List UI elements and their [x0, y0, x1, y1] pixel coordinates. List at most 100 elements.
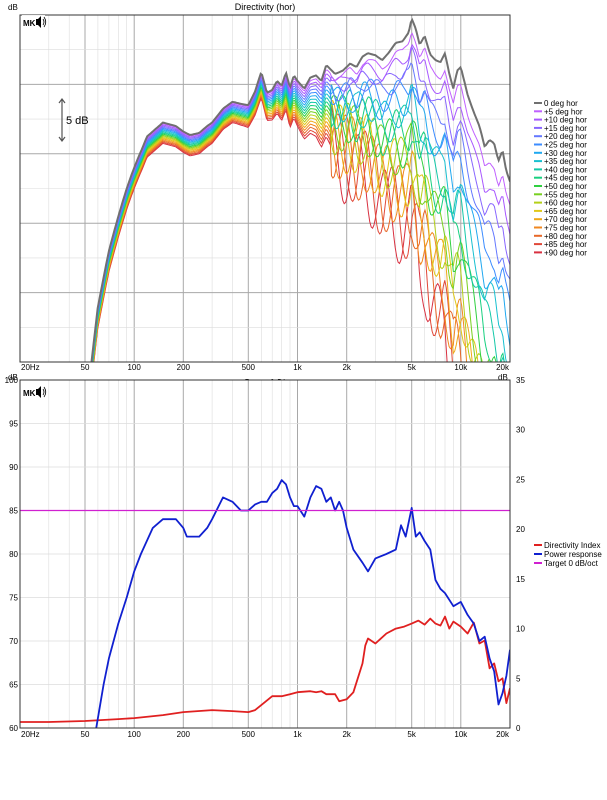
legend-entry: 0 deg hor: [544, 99, 578, 108]
series-line-directivity-index: [20, 615, 510, 723]
series-line--90-deg-hor: [93, 98, 448, 362]
legend-entry: +45 deg hor: [544, 174, 587, 183]
series-line--30-deg-hor: [91, 81, 510, 362]
series-line--25-deg-hor: [91, 78, 510, 362]
series-line-power-response: [95, 479, 510, 728]
sound-wave-icon: [42, 386, 47, 398]
legend-entry: +40 deg hor: [544, 165, 587, 174]
x-tick-label: 200: [177, 363, 191, 372]
series-line--40-deg-hor: [92, 84, 505, 362]
legend-entry: +60 deg hor: [544, 199, 587, 208]
power-di-chart: Power & DI dB dB MK 60657075808590951000…: [5, 373, 603, 739]
legend-entry: +35 deg hor: [544, 157, 587, 166]
y-right-tick-label: 15: [516, 575, 525, 584]
scale-marker-label: 5 dB: [66, 115, 89, 127]
sound-wave-icon: [42, 16, 47, 28]
chart-title: Directivity (hor): [235, 2, 296, 12]
x-tick-label: 100: [127, 363, 141, 372]
series-line--15-deg-hor: [91, 46, 510, 362]
legend-entry: +75 deg hor: [544, 224, 587, 233]
legend-entry: +30 deg hor: [544, 149, 587, 158]
legend-entry: Target 0 dB/oct: [544, 559, 599, 568]
x-tick-label: 10k: [454, 730, 468, 739]
right-unit-label: dB: [498, 373, 508, 382]
double-arrow-icon: [58, 98, 66, 142]
watermark-logo: MK: [22, 15, 47, 29]
y-left-tick-label: 100: [5, 376, 19, 385]
x-tick-label: 100: [127, 730, 141, 739]
x-axis-ticks: 20Hz 50 100 200 500 1k 2k 5k 10k 20k: [21, 363, 510, 372]
series-line--10-deg-hor: [91, 43, 510, 362]
series-line--85-deg-hor: [93, 96, 453, 362]
y-left-tick-label: 75: [9, 594, 18, 603]
y-right-tick-label: 25: [516, 475, 525, 484]
x-tick-label: 50: [81, 363, 90, 372]
y-right-tick-label: 30: [516, 426, 525, 435]
y-unit-label: dB: [8, 3, 18, 12]
x-tick-label: 2k: [342, 730, 351, 739]
series-line--70-deg-hor: [92, 92, 473, 362]
x-tick-label: 2k: [342, 363, 351, 372]
legend-entry: +90 deg hor: [544, 248, 587, 257]
legend-entry: Power response: [544, 550, 602, 559]
curve-layer: [20, 479, 510, 728]
legend-entry: +50 deg hor: [544, 182, 587, 191]
x-tick-label: 5k: [407, 363, 416, 372]
scale-marker: 5 dB: [58, 98, 89, 142]
series-line--45-deg-hor: [92, 85, 505, 362]
series-line--75-deg-hor: [92, 94, 468, 362]
x-tick-label: 10k: [454, 363, 468, 372]
plot-frame: [19, 379, 511, 729]
x-axis-ticks: 20Hz 50 100 200 500 1k 2k 5k 10k 20k: [21, 730, 510, 739]
y-left-tick-label: 90: [9, 463, 18, 472]
x-tick-label: 5k: [407, 730, 416, 739]
series-line--50-deg-hor: [92, 86, 497, 362]
y-right-tick-label: 10: [516, 625, 525, 634]
series-line--65-deg-hor: [92, 91, 479, 362]
legend: 0 deg hor+5 deg hor+10 deg hor+15 deg ho…: [534, 99, 587, 257]
legend-entry: +20 deg hor: [544, 132, 587, 141]
y-right-tick-label: 5: [516, 674, 521, 683]
legend-entry: Directivity Index: [544, 541, 600, 550]
x-tick-label: 500: [242, 363, 256, 372]
x-tick-label: 20Hz: [21, 363, 40, 372]
series-line--80-deg-hor: [93, 95, 462, 362]
legend-entry: +65 deg hor: [544, 207, 587, 216]
plot-frame: [19, 14, 511, 363]
y-left-tick-label: 80: [9, 550, 18, 559]
y-left-tick-label: 95: [9, 420, 18, 429]
legend-entry: +55 deg hor: [544, 190, 587, 199]
x-tick-label: 200: [177, 730, 191, 739]
series-line--55-deg-hor: [92, 88, 492, 362]
series-line--60-deg-hor: [92, 89, 483, 362]
legend-entry: +15 deg hor: [544, 124, 587, 133]
x-tick-label: 50: [81, 730, 90, 739]
y-right-tick-label: 20: [516, 525, 525, 534]
x-tick-label: 20k: [496, 730, 510, 739]
legend-entry: +25 deg hor: [544, 141, 587, 150]
y-axis-ticks: 60 65 70 75 80 85 90 95 100 0 5 10 15 20 25 30 35: [5, 376, 526, 733]
series-line-0-deg-hor: [90, 17, 510, 362]
series-line--20-deg-hor: [91, 62, 510, 362]
watermark-label: MK: [23, 389, 36, 398]
watermark-logo: MK: [22, 385, 47, 399]
x-tick-label: 20k: [496, 363, 510, 372]
y-right-tick-label: 35: [516, 376, 525, 385]
y-left-tick-label: 60: [9, 724, 18, 733]
watermark-label: MK: [23, 19, 36, 28]
x-tick-label: 1k: [293, 363, 302, 372]
directivity-chart: Directivity (hor) dB MK 5 dB 20Hz 50 100 20…: [8, 2, 587, 372]
y-left-tick-label: 85: [9, 507, 18, 516]
legend-entry: +10 deg hor: [544, 116, 587, 125]
legend-entry: +85 deg hor: [544, 240, 587, 249]
x-tick-label: 20Hz: [21, 730, 40, 739]
legend-entry: +70 deg hor: [544, 215, 587, 224]
legend-entry: +5 deg hor: [544, 107, 583, 116]
y-right-tick-label: 0: [516, 724, 521, 733]
speaker-icon: [36, 16, 41, 28]
y-left-tick-label: 65: [9, 681, 18, 690]
x-tick-label: 500: [242, 730, 256, 739]
x-tick-label: 1k: [293, 730, 302, 739]
